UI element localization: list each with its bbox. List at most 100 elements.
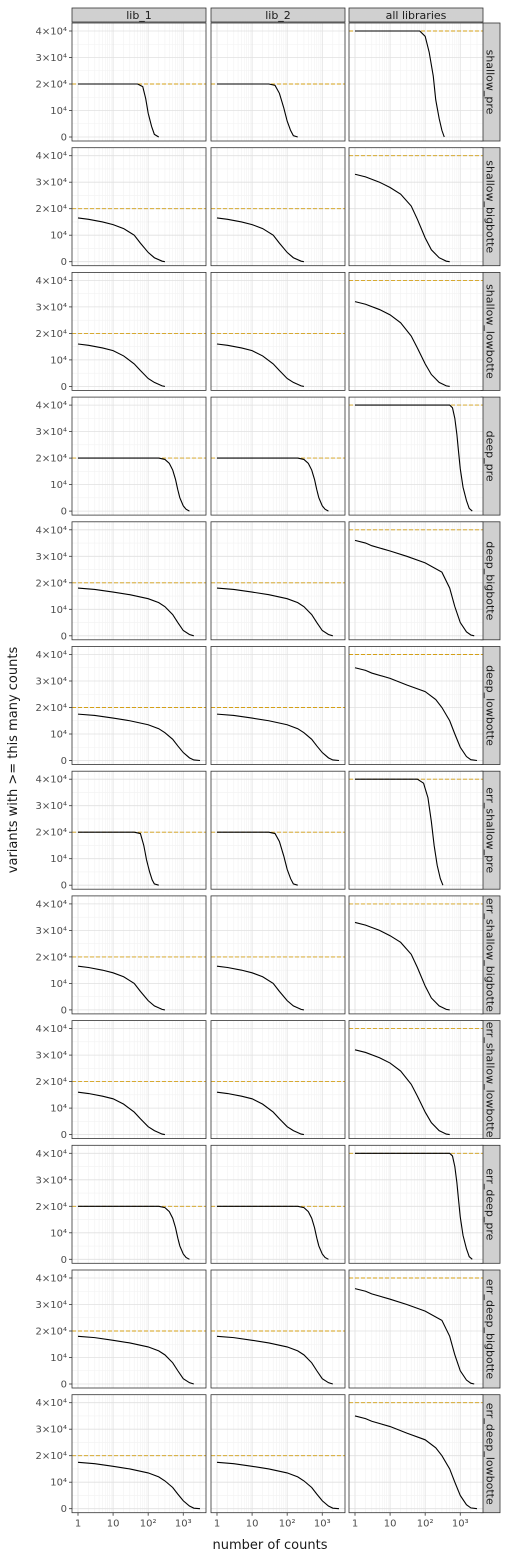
- series-line: [77, 713, 201, 762]
- series-line: [216, 217, 305, 263]
- y-tick-label: 2×10⁴: [36, 80, 67, 91]
- panel-border: [348, 396, 484, 516]
- panel-background: [349, 1394, 483, 1513]
- panel-err_deep_lowbotte-2: [348, 1394, 484, 1514]
- y-tick-label: 10⁴: [50, 1353, 67, 1364]
- y-tick-label: 3×10⁴: [36, 178, 67, 189]
- series-line: [354, 173, 450, 263]
- series-line: [216, 965, 305, 1011]
- y-tick-label: 3×10⁴: [36, 53, 67, 64]
- panel-border: [348, 1394, 484, 1514]
- panel-err_shallow_lowbotte-0: [71, 1020, 207, 1139]
- panel-border: [71, 22, 207, 142]
- y-tick-label: 2×10⁴: [36, 204, 67, 215]
- x-tick-label: 10³: [452, 1519, 469, 1530]
- y-tick-label: 4×10⁴: [36, 276, 67, 287]
- panel-deep_lowbotte-1: [210, 646, 346, 765]
- row-strip-label: shallow_lowbotte: [484, 284, 497, 379]
- panel-deep_lowbotte-0: [71, 646, 207, 765]
- panel-background: [72, 1020, 206, 1139]
- y-tick-label: 4×10⁴: [36, 1149, 67, 1160]
- column-strip-label: lib_1: [126, 9, 152, 22]
- panel-shallow_pre-1: [210, 22, 346, 142]
- series-line: [77, 343, 166, 387]
- panel-err_deep_lowbotte-1: [210, 1394, 346, 1514]
- panel-background: [349, 646, 483, 765]
- y-tick-label: 4×10⁴: [36, 27, 67, 38]
- series-line: [216, 587, 333, 637]
- row-strip-label: shallow_pre: [484, 50, 497, 115]
- panel-border: [210, 22, 346, 142]
- panel-err_shallow_bigbotte-2: [348, 895, 484, 1015]
- panel-err_shallow_bigbotte-0: [71, 895, 207, 1015]
- series-line: [354, 539, 475, 637]
- y-tick-label: 0: [61, 1005, 67, 1016]
- series-line: [355, 778, 444, 886]
- y-axis-title: variants with >= this many counts: [6, 647, 21, 874]
- y-tick-label: 3×10⁴: [36, 1425, 67, 1436]
- row-strip-label: err_shallow_pre: [484, 787, 497, 873]
- y-tick-label: 0: [61, 382, 67, 393]
- row-strip-label: deep_bigbotte: [484, 541, 497, 620]
- panel-border: [71, 1394, 207, 1514]
- series-line: [77, 1091, 166, 1136]
- panel-err_shallow_bigbotte-1: [210, 895, 346, 1015]
- panel-border: [348, 1144, 484, 1264]
- panel-background: [349, 1145, 483, 1264]
- y-tick-label: 0: [61, 1380, 67, 1391]
- y-tick-label: 10⁴: [50, 979, 67, 990]
- panel-background: [211, 1394, 345, 1513]
- column-strip: [210, 7, 346, 23]
- panel-err_deep_pre-2: [348, 1144, 484, 1264]
- panel-background: [211, 521, 345, 640]
- y-tick-label: 2×10⁴: [36, 828, 67, 839]
- y-tick-label: 3×10⁴: [36, 1051, 67, 1062]
- row-strip-label: deep_lowbotte: [484, 665, 497, 746]
- y-tick-label: 4×10⁴: [36, 151, 67, 162]
- panel-shallow_bigbotte-1: [210, 147, 346, 267]
- y-tick-label: 10⁴: [50, 1104, 67, 1115]
- y-tick-label: 10⁴: [50, 605, 67, 616]
- panel-shallow_lowbotte-0: [71, 271, 207, 391]
- y-tick-label: 2×10⁴: [36, 1327, 67, 1338]
- panel-background: [211, 23, 345, 141]
- panel-background: [211, 397, 345, 516]
- panel-border: [210, 147, 346, 267]
- panel-border: [210, 646, 346, 765]
- x-tick-label: 10: [107, 1519, 120, 1530]
- panel-err_shallow_pre-1: [210, 770, 346, 890]
- panel-border: [348, 1020, 484, 1139]
- series-line: [78, 831, 159, 886]
- panel-background: [72, 272, 206, 391]
- y-tick-label: 10⁴: [50, 1228, 67, 1239]
- panel-shallow_bigbotte-0: [71, 147, 207, 267]
- column-strip-label: lib_2: [265, 9, 291, 22]
- panel-background: [72, 1270, 206, 1388]
- y-tick-label: 2×10⁴: [36, 329, 67, 340]
- panel-border: [210, 271, 346, 391]
- y-tick-label: 4×10⁴: [36, 1274, 67, 1285]
- row-strip-label: err_deep_pre: [484, 1168, 497, 1240]
- panel-err_deep_pre-1: [210, 1144, 346, 1264]
- y-tick-label: 10⁴: [50, 480, 67, 491]
- y-tick-label: 0: [61, 1130, 67, 1141]
- panel-background: [72, 646, 206, 765]
- panel-err_shallow_pre-0: [71, 770, 207, 890]
- x-tick-label: 10²: [279, 1519, 296, 1530]
- x-tick-label: 1: [75, 1519, 81, 1530]
- y-tick-label: 10⁴: [50, 231, 67, 242]
- panel-shallow_lowbotte-2: [348, 271, 484, 391]
- column-strip-label: all libraries: [386, 9, 447, 22]
- panel-background: [211, 1270, 345, 1388]
- row-strip-label: err_deep_bigbotte: [484, 1279, 497, 1379]
- panel-deep_bigbotte-2: [348, 521, 484, 641]
- panel-border: [71, 770, 207, 890]
- panel-border: [210, 1144, 346, 1264]
- y-tick-label: 3×10⁴: [36, 1300, 67, 1311]
- row-strip-label: err_deep_lowbotte: [484, 1403, 497, 1505]
- series-line: [216, 1461, 340, 1510]
- series-line: [354, 301, 450, 387]
- panel-background: [211, 895, 345, 1014]
- row-strip-label: err_shallow_lowbotte: [484, 1022, 497, 1138]
